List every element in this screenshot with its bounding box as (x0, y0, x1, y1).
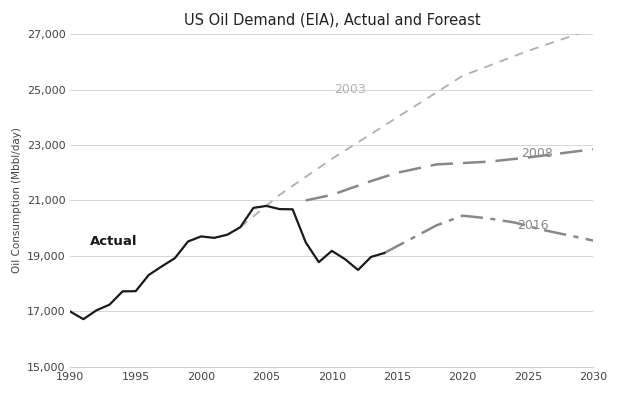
Text: Actual: Actual (90, 236, 138, 249)
Title: US Oil Demand (EIA), Actual and Foreast: US Oil Demand (EIA), Actual and Foreast (184, 13, 480, 28)
Text: 2003: 2003 (334, 83, 366, 96)
Y-axis label: Oil Consumption (Mbbl/day): Oil Consumption (Mbbl/day) (12, 128, 22, 273)
Text: 2016: 2016 (518, 219, 549, 232)
Text: 2008: 2008 (521, 147, 554, 160)
